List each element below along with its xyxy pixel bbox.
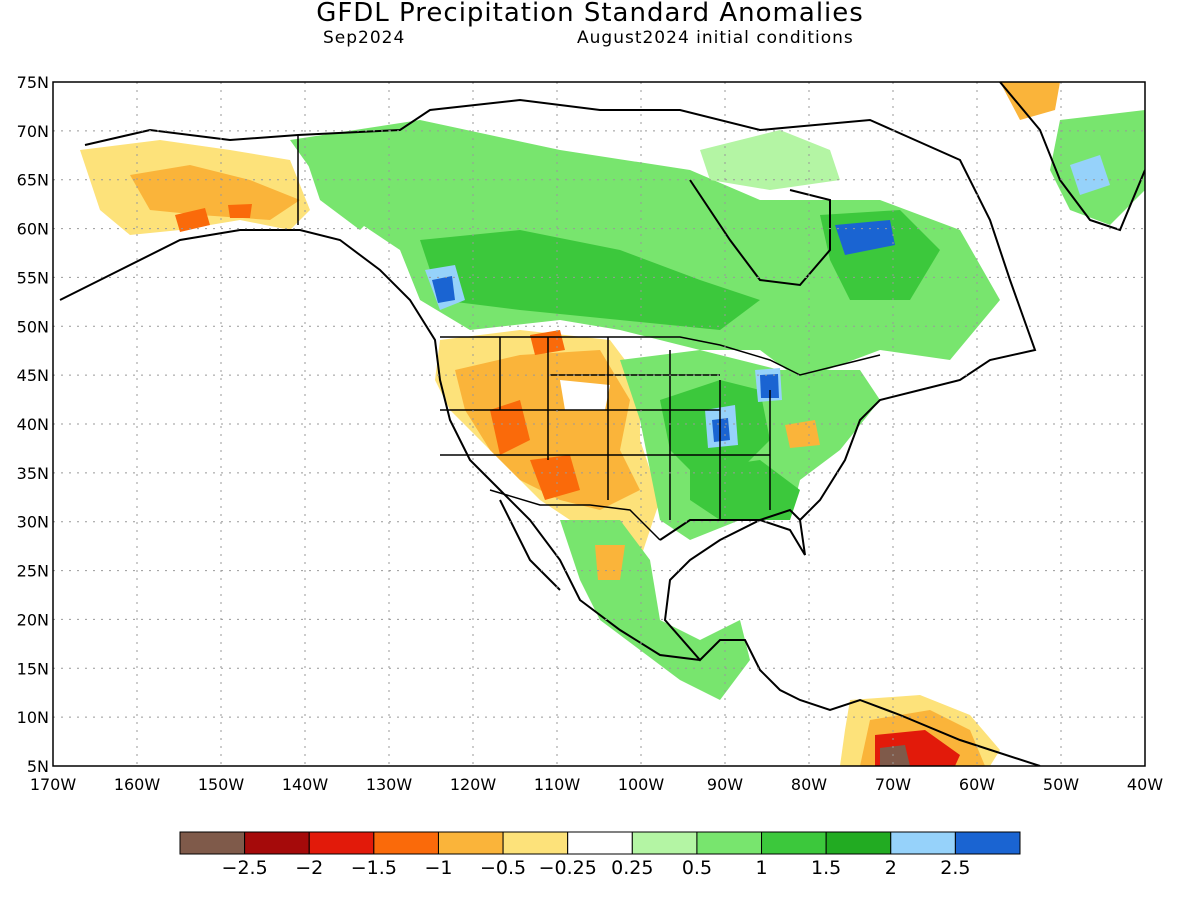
- canada-wet-region: [290, 120, 1000, 380]
- mexico-dry-spot: [595, 545, 625, 580]
- lon-tick-label: 50W: [1043, 775, 1079, 794]
- lon-tick-label: 170W: [30, 775, 77, 794]
- coastlines: [59, 82, 1145, 766]
- colorbar-label: −1.5: [351, 857, 397, 879]
- arizona-dry: [530, 455, 580, 500]
- map-title: GFDL Precipitation Standard Anomalies: [316, 0, 864, 28]
- canada-wet-core: [420, 230, 760, 330]
- colorbar: [179, 831, 1021, 855]
- lat-tick-label: 30N: [17, 513, 49, 532]
- lat-tick-label: 60N: [17, 220, 49, 239]
- lat-tick-label: 55N: [17, 268, 49, 287]
- quebec-wet-spot: [835, 220, 895, 255]
- virginia-dry: [785, 420, 820, 448]
- lon-tick-label: 110W: [534, 775, 581, 794]
- lon-tick-label: 40W: [1127, 775, 1163, 794]
- lat-tick-label: 65N: [17, 171, 49, 190]
- colorbar-swatch: [179, 831, 246, 855]
- map-gridlines: [53, 82, 1145, 766]
- southeast-wet: [690, 460, 800, 520]
- greenland-wet-core: [1070, 155, 1110, 195]
- colorbar-label: 1.5: [811, 857, 841, 879]
- forecast-month: Sep2024: [323, 28, 406, 48]
- colorbar-swatch: [631, 831, 698, 855]
- colorbar-swatch: [954, 831, 1021, 855]
- venezuela-dry-extreme: [880, 745, 910, 766]
- alaska-dry-spot: [175, 208, 210, 232]
- lat-tick-label: 35N: [17, 464, 49, 483]
- political-borders: [297, 135, 881, 541]
- colorbar-swatch: [696, 831, 763, 855]
- lon-tick-label: 120W: [450, 775, 497, 794]
- map-frame: [52, 81, 1146, 767]
- longitude-labels: 170W 160W 150W 140W 130W 120W 110W 100W 90W 80W 70…: [30, 775, 1163, 794]
- colorbar-swatch: [437, 831, 504, 855]
- colorbar-swatch: [890, 831, 956, 855]
- great-lakes-wet-core: [760, 374, 779, 398]
- gulf-coast: [659, 508, 801, 541]
- lon-tick-label: 140W: [282, 775, 329, 794]
- us-canada-border: [440, 336, 881, 376]
- colorbar-label: −0.5: [480, 857, 526, 879]
- colorbar-swatch: [567, 831, 633, 855]
- illinois-wet-core: [712, 418, 730, 442]
- hudson-bay-wet: [700, 130, 840, 190]
- pacific-coast: [59, 229, 701, 661]
- mexico-wet: [560, 520, 750, 700]
- hudson-bay-coast: [689, 179, 831, 287]
- alaska-dry-spot-2: [228, 204, 252, 218]
- lat-tick-label: 20N: [17, 610, 49, 629]
- lon-tick-label: 100W: [618, 775, 665, 794]
- baja-coast: [499, 499, 561, 591]
- four-corners-dry: [490, 400, 530, 455]
- colorbar-label: 0.25: [611, 857, 653, 879]
- bc-wet-core: [432, 276, 455, 303]
- lon-tick-label: 80W: [791, 775, 827, 794]
- colorbar-swatch: [761, 831, 827, 855]
- us-mexico-border: [489, 489, 661, 541]
- colorbar-swatch: [825, 831, 892, 855]
- lon-tick-label: 160W: [114, 775, 161, 794]
- greenland-coast: [999, 82, 1145, 232]
- latitude-labels: 75N 70N 65N 60N 55N 50N 45N 40N 35N 30N 25N 20N 15N 1…: [17, 73, 49, 776]
- greenland-dry: [1000, 82, 1060, 120]
- colorbar-label: −2: [295, 857, 323, 879]
- lat-tick-label: 45N: [17, 366, 49, 385]
- colorbar-label: −0.25: [539, 857, 597, 879]
- colorbar-swatch: [308, 831, 375, 855]
- colorbar-swatch: [502, 831, 569, 855]
- lat-tick-label: 25N: [17, 562, 49, 581]
- initial-conditions: August2024 initial conditions: [577, 28, 854, 48]
- colorbar-label: 2: [885, 857, 897, 879]
- colorbar-label: −1: [424, 857, 452, 879]
- colorbar-swatch: [373, 831, 439, 855]
- north-america-coast: [84, 98, 1041, 766]
- lat-tick-label: 75N: [17, 73, 49, 92]
- lat-tick-label: 10N: [17, 708, 49, 727]
- lon-tick-label: 150W: [198, 775, 245, 794]
- colorbar-label: 2.5: [940, 857, 970, 879]
- lat-tick-label: 40N: [17, 415, 49, 434]
- yukon-green: [300, 140, 400, 230]
- state-lines: [440, 337, 771, 520]
- lat-tick-label: 5N: [27, 757, 49, 776]
- colorbar-label: 0.5: [682, 857, 712, 879]
- colorbar-label: 1: [755, 857, 767, 879]
- anomaly-field: [80, 82, 1145, 766]
- lon-tick-label: 90W: [707, 775, 743, 794]
- montana-white: [560, 380, 610, 410]
- lat-tick-label: 50N: [17, 317, 49, 336]
- lat-tick-label: 70N: [17, 122, 49, 141]
- lat-tick-label: 15N: [17, 659, 49, 678]
- lon-tick-label: 70W: [875, 775, 911, 794]
- colorbar-swatch: [244, 831, 310, 855]
- colorbar-labels: −2.5 −2 −1.5 −1 −0.5 −0.25 0.25 0.5 1 1.5 2 2.5: [222, 857, 971, 879]
- alaska-dry-core: [130, 165, 300, 220]
- colorbar-label: −2.5: [222, 857, 268, 879]
- lon-tick-label: 60W: [959, 775, 995, 794]
- lon-tick-label: 130W: [366, 775, 413, 794]
